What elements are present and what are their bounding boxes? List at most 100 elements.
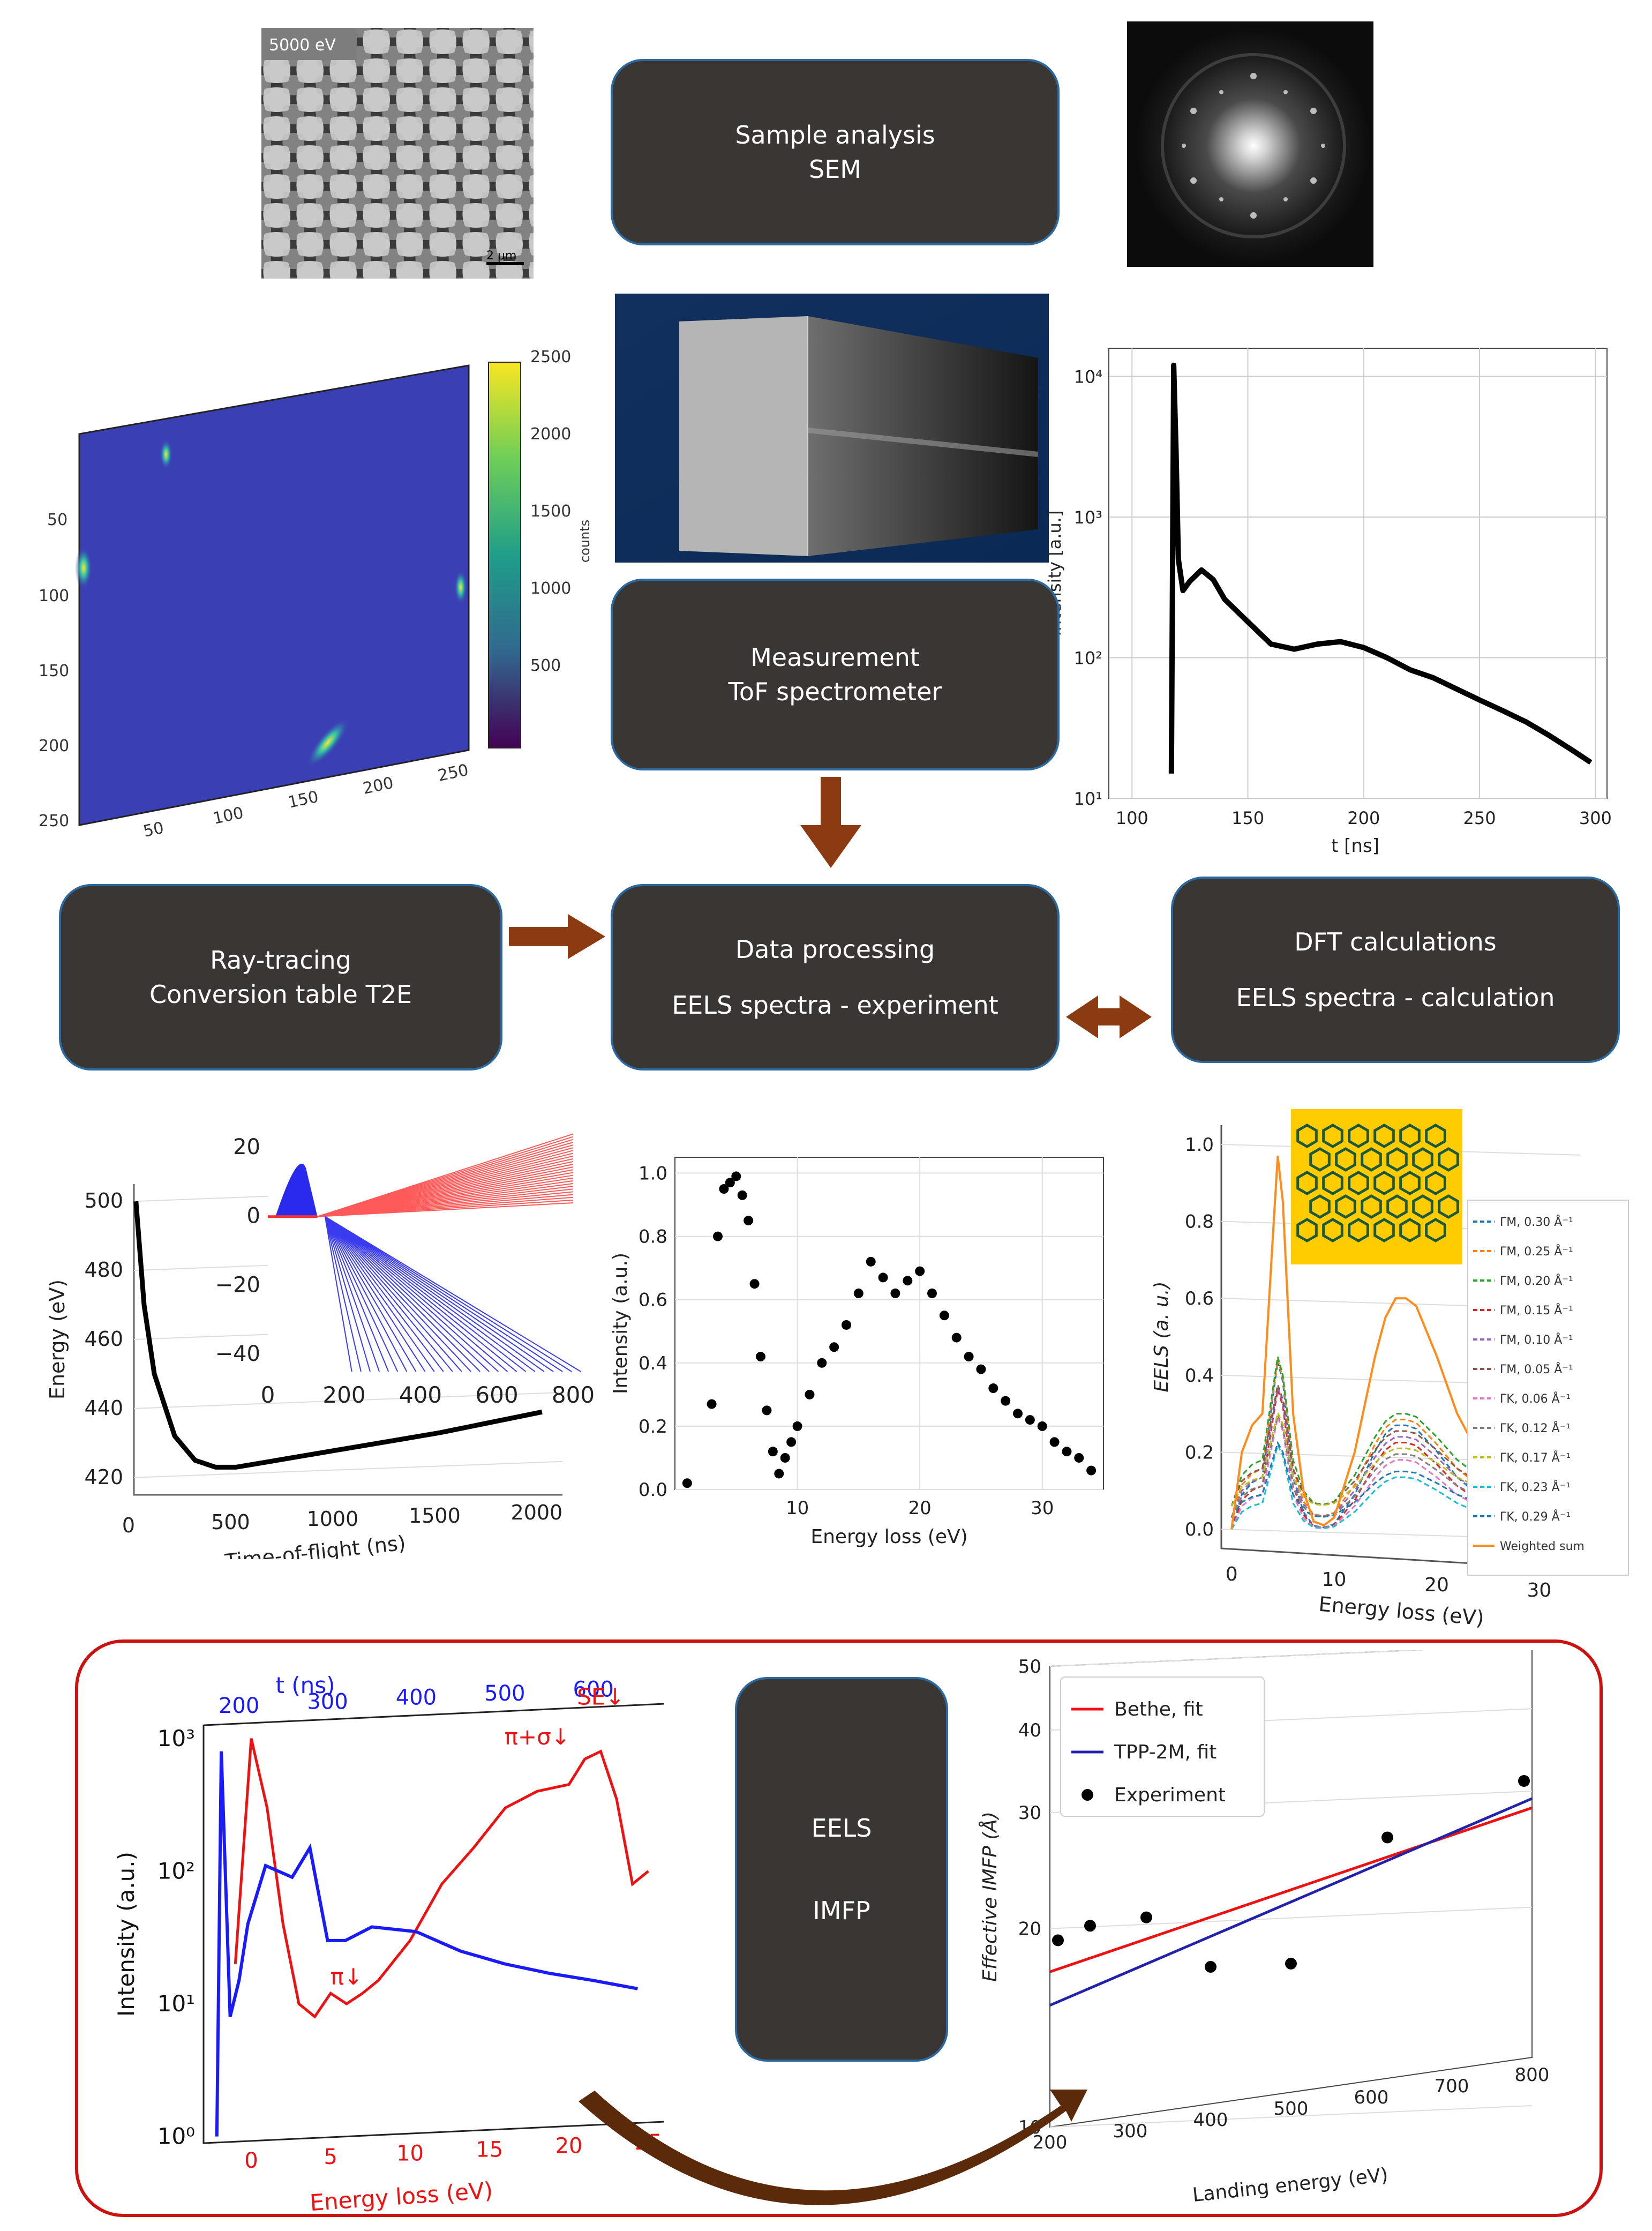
inset-blue-line	[325, 1216, 581, 1372]
data-point	[805, 1389, 815, 1399]
graphene-hexagon	[1309, 1194, 1331, 1219]
calc-series-line	[1230, 1389, 1571, 1530]
data-point	[903, 1276, 913, 1286]
detector-x-tick: 100	[211, 804, 245, 828]
grid-line	[1049, 1644, 1533, 1667]
inset-blue-line	[324, 1216, 380, 1372]
inset-blue-line	[325, 1216, 508, 1372]
data-point	[866, 1256, 876, 1267]
detector-y-tick: 150	[39, 662, 69, 680]
detector-x-tick: 200	[361, 774, 395, 798]
grid-line	[133, 1461, 563, 1478]
graphene-hexagon	[1386, 1194, 1408, 1219]
top-axis	[203, 1703, 665, 1726]
data-point	[988, 1383, 998, 1394]
tpp2m-fit-line	[1049, 1797, 1533, 2007]
bethe-fit-line	[1049, 1806, 1533, 1973]
grid-line	[1049, 1906, 1533, 1929]
eels-imfp-box: EELS IMFP	[735, 1677, 948, 2062]
inset-peak	[275, 1163, 318, 1217]
x-tick-label: 250	[1463, 808, 1496, 828]
x-tick-label: 200	[1347, 808, 1380, 828]
eels-experiment-chart: 10 20 30 0.0 0.2 0.4 0.6 0.8 1.0 Energy loss (eV)…	[605, 1136, 1125, 1564]
data-point	[976, 1364, 986, 1374]
eels-calculation-chart: 0.0 0.2 0.4 0.6 0.8 1.0 0 10 20 30 ΓM, 0.30 Å⁻¹ ΓM,…	[1146, 1104, 1639, 1634]
x-tick-label: 300	[1579, 808, 1612, 828]
experiment-point	[1084, 1920, 1096, 1932]
inset-x-tick: 400	[399, 1382, 442, 1408]
legend-label: ΓK, 0.12 Å⁻¹	[1500, 1421, 1571, 1435]
inset-blue-line	[325, 1216, 499, 1372]
inset-x-tick: 800	[552, 1382, 595, 1408]
inset-blue-line	[325, 1216, 554, 1372]
x-tick-label: 30	[1527, 1579, 1552, 1601]
data-point	[829, 1342, 839, 1352]
t2e-conversion-chart: 500 480 460 440 420 0 500 1000 1500 2000 Time-of-f…	[37, 1120, 616, 1574]
box-subtitle: EELS spectra - calculation	[1236, 983, 1555, 1012]
data-point	[682, 1478, 692, 1488]
y-tick-label: 420	[84, 1465, 123, 1489]
graphene-hexagon	[1335, 1194, 1356, 1219]
x2-tick-label: 300	[307, 1689, 348, 1714]
data-point	[719, 1184, 729, 1194]
inset-blue-line	[325, 1216, 435, 1372]
y-axis-label: Effective IMFP (Å)	[978, 1811, 1001, 1982]
inset-blue-line	[325, 1216, 536, 1372]
inset-blue-line	[325, 1216, 417, 1372]
x-tick-label: 100	[1116, 808, 1148, 828]
x-tick-label: 10	[786, 1498, 809, 1519]
box-title: Sample analysis	[735, 121, 935, 149]
y-tick-label: 0.2	[639, 1416, 667, 1438]
graphene-hexagon	[1399, 1171, 1421, 1195]
inset-blue-line	[325, 1216, 490, 1372]
box-subtitle: ToF spectrometer	[728, 677, 942, 706]
y-axis-label: Intensity (a.u.)	[113, 1852, 139, 2017]
data-point	[842, 1320, 851, 1330]
inset-red-line	[317, 1133, 574, 1217]
legend-label: Bethe, fit	[1114, 1698, 1203, 1720]
graphene-hexagon	[1412, 1194, 1433, 1219]
plot-frame	[1108, 348, 1608, 799]
detector-x-tick: 250	[436, 761, 470, 785]
sem-scale-label: 2 μm	[486, 249, 516, 263]
annotation: π+σ↓	[505, 1724, 570, 1750]
data-point	[744, 1216, 754, 1226]
graphene-hexagon	[1361, 1147, 1382, 1172]
grid-line	[133, 1391, 563, 1409]
measurement-box: Measurement ToF spectrometer	[611, 579, 1060, 770]
x-axis-label: Time-of-flight (ns)	[223, 1531, 407, 1559]
y-tick-label: 0.4	[1185, 1365, 1214, 1387]
y-tick-label: 10⁴	[1073, 367, 1102, 387]
y-tick-label: 500	[84, 1189, 123, 1212]
y-tick-label: 0.4	[639, 1353, 667, 1374]
inset-y-tick: −20	[215, 1272, 260, 1297]
y-tick-label: 30	[1018, 1802, 1041, 1824]
x-tick-label: 5	[324, 2145, 337, 2169]
x-tick-label: 0	[244, 2148, 258, 2173]
x-tick-label: 500	[211, 1510, 250, 1534]
detector-image-panel: 2500 2000 1500 1000 500 counts 50 100 15…	[32, 343, 600, 857]
arrow-raytracing-to-processing	[509, 914, 605, 959]
calc-series-line	[1230, 1441, 1571, 1518]
inset-blue-line	[325, 1216, 545, 1372]
legend-box	[1467, 1200, 1629, 1576]
calc-series-line	[1230, 1381, 1571, 1507]
data-point	[749, 1279, 760, 1289]
y-tick-label: 0.0	[1185, 1519, 1214, 1540]
graphene-hexagon	[1296, 1171, 1318, 1195]
arrow-processing-dft	[1066, 995, 1152, 1038]
box-title: Ray-tracing	[210, 946, 351, 975]
detector-y-tick: 50	[47, 511, 67, 529]
x-tick-label: 10	[1322, 1569, 1347, 1591]
legend-label: ΓK, 0.17 Å⁻¹	[1500, 1450, 1571, 1465]
detector-x-tick: 50	[141, 819, 166, 841]
y-tick-label: 20	[1018, 1919, 1041, 1940]
plot-frame	[674, 1157, 1104, 1490]
x-tick-label: 400	[1193, 2109, 1228, 2131]
y-tick-label: 10²	[157, 1858, 195, 1884]
graphene-hexagon	[1399, 1124, 1421, 1148]
data-point	[707, 1399, 717, 1409]
data-point	[792, 1421, 802, 1431]
legend-label: ΓM, 0.25 Å⁻¹	[1500, 1244, 1573, 1259]
x-tick-label: 30	[1031, 1498, 1054, 1519]
